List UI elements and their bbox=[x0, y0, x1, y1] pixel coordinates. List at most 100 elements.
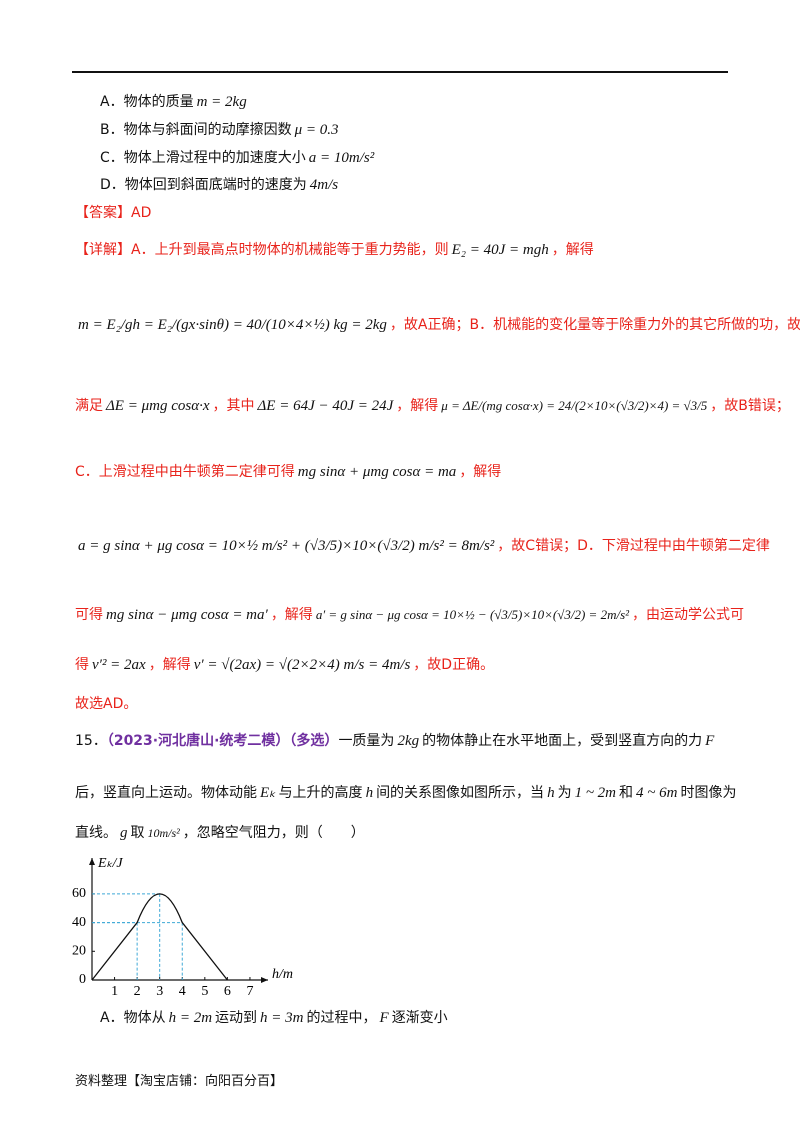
formula: v′² = 2ax bbox=[92, 657, 146, 673]
question-line: 后，竖直向上运动。物体动能 Eₖ 与上升的高度 h 间的关系图像如图所示，当 h 为 1 ~ … bbox=[75, 783, 736, 803]
explanation-line: a = g sinα + μg cosα = 10×½ m/s² + (√3/5… bbox=[75, 536, 770, 556]
footer-text: 资料整理【淘宝店铺：向阳百分百】 bbox=[75, 1074, 284, 1089]
explanation-line: 可得 mg sinα − μmg cosα = ma′ ，解得 a′ = g sinα… bbox=[75, 605, 744, 625]
text: 【答案】AD bbox=[75, 205, 152, 221]
text: 后，竖直向上运动。物体动能 bbox=[75, 785, 257, 801]
formula: ΔE = μmg cosα·x bbox=[106, 398, 210, 414]
x-tick-label: 6 bbox=[224, 984, 231, 999]
text: D．物体回到斜面底端时的速度为 bbox=[100, 177, 307, 193]
formula: ΔE = 64J − 40J = 24J bbox=[257, 398, 394, 414]
text: ，其中 bbox=[212, 398, 255, 414]
formula: mg sinα − μmg cosα = ma′ bbox=[106, 607, 268, 623]
text: 和 bbox=[619, 785, 634, 801]
text: 运动到 bbox=[215, 1010, 258, 1026]
x-tick-label: 3 bbox=[156, 984, 163, 999]
formula: F bbox=[705, 733, 715, 749]
text: ，故A正确；B．机械能的变化量等于除重力外的其它所做的功，故 bbox=[389, 317, 800, 333]
formula: a′ = g sinα − μg cosα = 10×½ − (√3/5)×10… bbox=[315, 607, 630, 622]
x-tick-label: 7 bbox=[246, 984, 253, 999]
explanation-line: C．上滑过程中由牛顿第二定律可得 mg sinα + μmg cosα = ma，… bbox=[75, 462, 501, 482]
text: B．物体与斜面间的动摩擦因数 bbox=[100, 122, 292, 138]
formula: a = 10m/s² bbox=[308, 150, 375, 166]
text: ，故D正确。 bbox=[413, 657, 495, 673]
question-source: （2023·河北唐山·统考二模）（多选） bbox=[106, 733, 339, 749]
text: 可得 bbox=[75, 607, 103, 623]
formula: m = E₂/gh = E₂/(gx·sinθ) = 40/(10×4×½) k… bbox=[78, 317, 387, 333]
formula: h = 3m bbox=[260, 1010, 304, 1026]
text: 与上升的高度 bbox=[278, 785, 363, 801]
formula: 1 ~ 2m bbox=[574, 785, 617, 801]
text: 间的关系图像如图所示，当 bbox=[376, 785, 545, 801]
formula: a = g sinα + μg cosα = 10×½ m/s² + (√3/5… bbox=[78, 538, 495, 554]
y-tick-label: 60 bbox=[72, 886, 86, 901]
x-tick-label: 1 bbox=[111, 984, 118, 999]
text: ，解得 bbox=[270, 607, 313, 623]
x-tick-label: 4 bbox=[179, 984, 186, 999]
formula: F bbox=[379, 1010, 389, 1026]
formula: h bbox=[547, 785, 555, 801]
explanation-line: m = E₂/gh = E₂/(gx·sinθ) = 40/(10×4×½) k… bbox=[75, 315, 800, 335]
text: 故选AD。 bbox=[75, 696, 138, 712]
formula: μ = 0.3 bbox=[294, 122, 339, 138]
text: ，解得 bbox=[148, 657, 191, 673]
text: 的过程中， bbox=[306, 1010, 377, 1026]
formula: Eₖ bbox=[260, 785, 276, 801]
text: ，由运动学公式可 bbox=[632, 607, 745, 623]
formula: g bbox=[120, 825, 128, 841]
text: 【详解】A．上升到最高点时物体的机械能等于重力势能，则 bbox=[75, 242, 449, 258]
explanation-line: 故选AD。 bbox=[75, 694, 137, 714]
text: 得 bbox=[75, 657, 89, 673]
text: ，故B错误； bbox=[710, 398, 790, 414]
formula: μ = ΔE/(mg cosα·x) = 24/(2×10×(√3/2)×4) … bbox=[441, 398, 708, 413]
formula: 4m/s bbox=[309, 177, 339, 193]
explanation-line: 满足 ΔE = μmg cosα·x ，其中 ΔE = 64J − 40J = 24J… bbox=[75, 396, 790, 416]
x-tick-label: 5 bbox=[201, 984, 208, 999]
question-line: 15．（2023·河北唐山·统考二模）（多选）一质量为 2kg 的物体静止在水平地面… bbox=[75, 731, 717, 751]
text: C．上滑过程中由牛顿第二定律可得 bbox=[75, 464, 295, 480]
text: A．物体的质量 bbox=[100, 94, 194, 110]
option: A．物体从 h = 2m 运动到 h = 3m 的过程中， F 逐渐变小 bbox=[100, 1008, 448, 1028]
top-rule bbox=[72, 71, 728, 73]
explanation-line: 【详解】A．上升到最高点时物体的机械能等于重力势能，则 E₂ = 40J = mg… bbox=[75, 240, 594, 260]
y-tick-label: 0 bbox=[79, 972, 86, 987]
x-arrow bbox=[261, 977, 268, 983]
option: D．物体回到斜面底端时的速度为 4m/s bbox=[100, 175, 341, 195]
question-line: 直线。 g 取 10m/s² ，忽略空气阻力，则（ ） bbox=[75, 823, 365, 843]
text: ，忽略空气阻力，则（ ） bbox=[182, 825, 365, 841]
y-axis-label: Eₖ/J bbox=[97, 856, 123, 871]
text: ，故C错误；D．下滑过程中由牛顿第二定律 bbox=[497, 538, 770, 554]
formula: 2kg bbox=[397, 733, 420, 749]
text: 的物体静止在水平地面上，受到竖直方向的力 bbox=[422, 733, 703, 749]
explanation-line: 得 v′² = 2ax ，解得 v′ = √(2ax) = √(2×2×4) m/s … bbox=[75, 655, 494, 675]
text: 满足 bbox=[75, 398, 103, 414]
text: C．物体上滑过程中的加速度大小 bbox=[100, 150, 306, 166]
formula: h = 2m bbox=[168, 1010, 213, 1026]
text: ，解得 bbox=[396, 398, 439, 414]
footer: 资料整理【淘宝店铺：向阳百分百】 bbox=[75, 1072, 283, 1092]
y-arrow bbox=[89, 858, 95, 865]
text: 取 bbox=[130, 825, 145, 841]
formula: h bbox=[365, 785, 374, 801]
text: ，解得 bbox=[459, 464, 502, 480]
text: ，解得 bbox=[551, 242, 594, 258]
text: A．物体从 bbox=[100, 1010, 166, 1026]
x-tick-label: 2 bbox=[134, 984, 141, 999]
ek-curve bbox=[91, 893, 228, 981]
formula: E₂ = 40J = mgh bbox=[451, 242, 549, 258]
option: A．物体的质量 m = 2kg bbox=[100, 92, 250, 112]
text: 时图像为 bbox=[680, 785, 737, 801]
text: 直线。 bbox=[75, 825, 117, 841]
formula: 10m/s² bbox=[147, 826, 180, 840]
text: 一质量为 bbox=[338, 733, 395, 749]
y-tick-label: 20 bbox=[72, 944, 86, 959]
x-axis-label: h/m bbox=[272, 967, 293, 982]
option: B．物体与斜面间的动摩擦因数 μ = 0.3 bbox=[100, 120, 342, 140]
y-tick-label: 40 bbox=[72, 915, 86, 930]
formula: mg sinα + μmg cosα = ma bbox=[297, 464, 457, 480]
option: C．物体上滑过程中的加速度大小 a = 10m/s² bbox=[100, 148, 377, 168]
formula: v′ = √(2ax) = √(2×2×4) m/s = 4m/s bbox=[193, 657, 411, 673]
text: 为 bbox=[557, 785, 572, 801]
question-number: 15． bbox=[75, 733, 107, 749]
